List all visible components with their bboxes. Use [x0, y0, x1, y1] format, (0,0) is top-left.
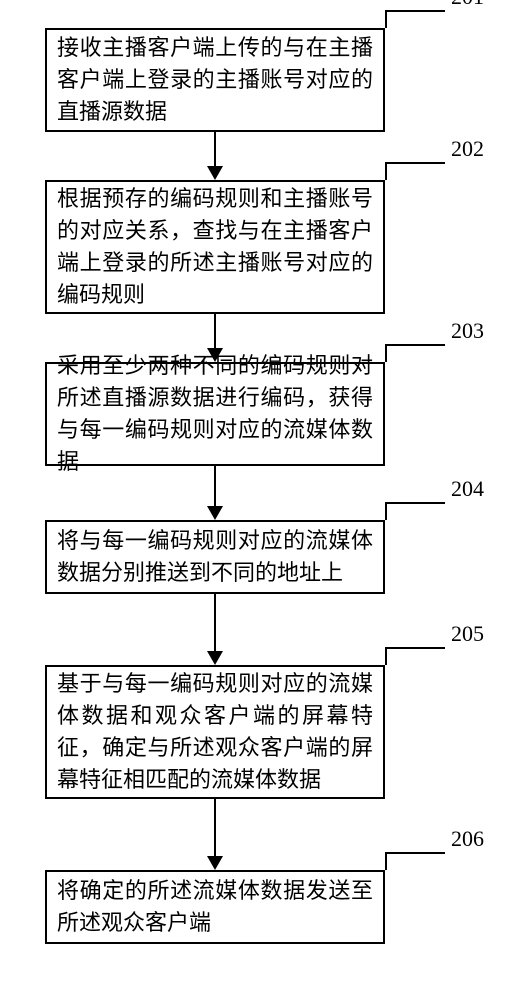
flow-node-203: 采用至少两种不同的编码规则对所述直播源数据进行编码，获得与每一编码规则对应的流媒…	[45, 362, 385, 466]
arrow-head-icon	[207, 856, 223, 870]
flow-node-label-202: 202	[451, 136, 484, 162]
flowchart-container: 接收主播客户端上传的与在主播客户端上登录的主播账号对应的直播源数据 201 根据预存…	[0, 0, 505, 1000]
leader-line-v	[385, 502, 387, 520]
flow-node-text: 接收主播客户端上传的与在主播客户端上登录的主播账号对应的直播源数据	[57, 32, 373, 128]
flow-node-text: 将与每一编码规则对应的流媒体数据分别推送到不同的地址上	[57, 525, 373, 589]
arrow-line	[214, 594, 216, 651]
flow-node-text: 采用至少两种不同的编码规则对所述直播源数据进行编码，获得与每一编码规则对应的流媒…	[57, 350, 373, 478]
leader-line-v	[385, 344, 387, 362]
flow-node-text: 将确定的所述流媒体数据发送至所述观众客户端	[57, 875, 373, 939]
flow-node-label-206: 206	[451, 826, 484, 852]
flow-node-label-205: 205	[451, 621, 484, 647]
arrow-line	[214, 799, 216, 856]
flow-node-201: 接收主播客户端上传的与在主播客户端上登录的主播账号对应的直播源数据	[45, 28, 385, 132]
flow-node-text: 根据预存的编码规则和主播账号的对应关系，查找与在主播客户端上登录的所述主播账号对…	[57, 183, 373, 311]
leader-line-v	[385, 852, 387, 870]
leader-line-v	[385, 162, 387, 180]
leader-line-h	[385, 647, 445, 649]
arrow-head-icon	[207, 506, 223, 520]
leader-line-h	[385, 852, 445, 854]
flow-node-204: 将与每一编码规则对应的流媒体数据分别推送到不同的地址上	[45, 520, 385, 594]
flow-node-205: 基于与每一编码规则对应的流媒体数据和观众客户端的屏幕特征，确定与所述观众客户端的…	[45, 665, 385, 799]
leader-line-h	[385, 344, 445, 346]
leader-line-h	[385, 502, 445, 504]
flow-node-label-204: 204	[451, 476, 484, 502]
leader-line-h	[385, 10, 445, 12]
arrow-line	[214, 466, 216, 506]
leader-line-v	[385, 647, 387, 665]
flow-node-label-203: 203	[451, 318, 484, 344]
flow-node-label-201: 201	[451, 0, 484, 10]
leader-line-h	[385, 162, 445, 164]
flow-node-206: 将确定的所述流媒体数据发送至所述观众客户端	[45, 870, 385, 944]
arrow-head-icon	[207, 348, 223, 362]
arrow-line	[214, 314, 216, 348]
arrow-line	[214, 132, 216, 166]
arrow-head-icon	[207, 651, 223, 665]
arrow-head-icon	[207, 166, 223, 180]
flow-node-text: 基于与每一编码规则对应的流媒体数据和观众客户端的屏幕特征，确定与所述观众客户端的…	[57, 668, 373, 796]
flow-node-202: 根据预存的编码规则和主播账号的对应关系，查找与在主播客户端上登录的所述主播账号对…	[45, 180, 385, 314]
leader-line-v	[385, 10, 387, 28]
